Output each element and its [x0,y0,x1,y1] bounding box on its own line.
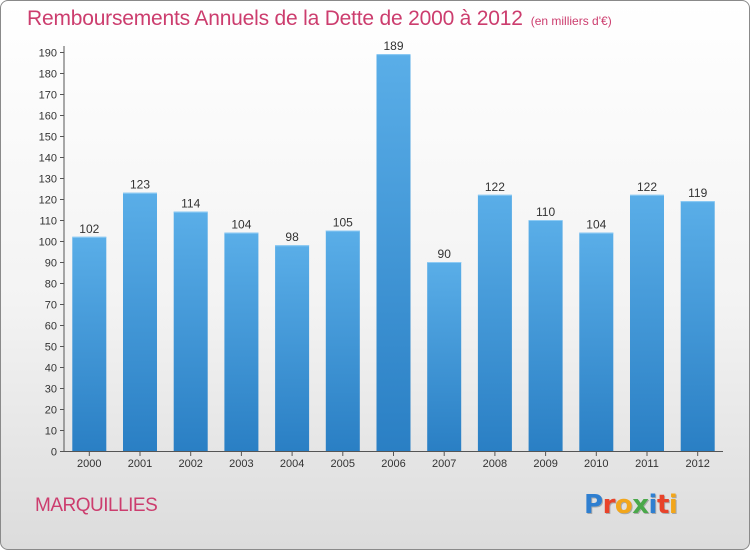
chart-title-text: Remboursements Annuels de la Dette de 20… [27,7,523,30]
data-label: 122 [637,180,657,194]
data-label: 102 [79,222,99,236]
y-tick-label: 50 [45,342,57,354]
y-tick-label: 40 [45,363,57,375]
y-tick-label: 70 [45,300,57,312]
bar [477,194,512,452]
bar [579,232,614,451]
logo-letter: i [668,490,678,520]
y-tick-label: 110 [39,216,57,228]
x-tick-label: 2008 [483,458,507,470]
bar [376,54,411,451]
data-label: 123 [130,178,150,192]
y-tick-label: 170 [39,90,57,102]
y-tick-label: 30 [45,384,57,396]
y-tick-label: 160 [39,111,57,123]
x-tick-label: 2006 [381,458,405,470]
x-tick-label: 2001 [128,458,152,470]
bar [72,236,107,451]
y-tick-label: 120 [39,195,57,207]
y-tick-label: 130 [39,174,57,186]
data-label: 98 [285,230,299,244]
y-tick-label: 20 [45,405,57,417]
logo-letter: P [584,490,603,520]
logo-letter: r [602,490,616,520]
data-label: 104 [231,218,251,232]
data-label: 104 [586,218,606,232]
x-tick-label: 2000 [77,458,101,470]
bar [528,220,563,451]
y-tick-label: 190 [39,48,57,60]
logo-letter: t [656,490,669,520]
x-tick-label: 2011 [635,458,659,470]
x-tick-label: 2003 [229,458,253,470]
chart-title: Remboursements Annuels de la Dette de 20… [27,7,612,31]
y-tick-label: 0 [51,447,57,459]
chart-subtitle: (en milliers d'€) [530,14,612,28]
data-label: 105 [333,216,353,230]
data-label: 119 [688,186,707,200]
bar [224,232,259,451]
x-tick-label: 2002 [178,458,202,470]
y-tick-label: 80 [45,279,57,291]
data-label: 189 [383,39,403,53]
y-tick-label: 180 [39,69,57,81]
x-tick-label: 2012 [685,458,709,470]
y-tick-label: 150 [39,132,57,144]
logo-letter: x [632,490,649,520]
bar [630,194,664,452]
bar [680,201,715,451]
bar [427,262,462,451]
x-tick-label: 2005 [331,458,355,470]
proxiti-logo: Proxiti [584,490,678,520]
x-tick-label: 2009 [533,458,557,470]
logo-letter: i [648,490,658,520]
data-label: 122 [485,180,505,194]
logo-letter: o [614,490,633,520]
x-tick-label: 2010 [584,458,608,470]
y-tick-label: 10 [45,426,57,438]
y-tick-label: 90 [45,258,57,270]
x-tick-label: 2007 [432,458,456,470]
bar [123,192,157,451]
bar [173,211,208,451]
y-tick-label: 60 [45,321,57,333]
y-tick-label: 100 [39,237,57,249]
data-label: 114 [181,197,200,211]
y-tick-label: 140 [39,153,57,165]
data-label: 110 [536,205,555,219]
data-label: 90 [438,247,452,261]
x-tick-label: 2004 [280,458,304,470]
bar [275,245,310,451]
bar [325,230,360,451]
city-name: MARQUILLIES [35,495,158,516]
